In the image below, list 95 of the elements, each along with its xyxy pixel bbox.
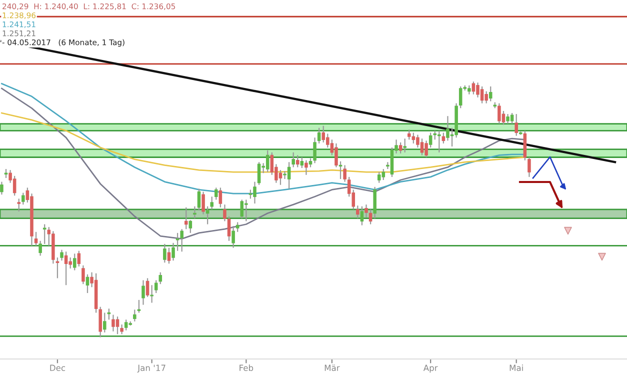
candlestick xyxy=(214,187,218,200)
candlestick xyxy=(382,168,386,181)
candlestick xyxy=(390,146,394,178)
candlestick xyxy=(292,152,295,168)
candlestick xyxy=(158,272,162,285)
candlestick xyxy=(514,113,518,136)
candlestick xyxy=(240,199,244,219)
candlestick xyxy=(210,196,214,210)
candlestick xyxy=(154,280,158,294)
candlestick xyxy=(458,86,462,109)
candlestick xyxy=(22,192,25,206)
candlestick xyxy=(488,86,492,102)
candlestick xyxy=(472,81,476,95)
candlestick xyxy=(223,204,226,222)
candlestick xyxy=(34,231,38,246)
candlestick xyxy=(304,160,308,176)
candlestick xyxy=(523,130,527,161)
candlestick xyxy=(64,251,68,286)
candlestick xyxy=(38,240,42,256)
candlestick xyxy=(424,140,428,158)
candlestick xyxy=(506,113,510,124)
candlestick xyxy=(360,206,364,226)
candlestick xyxy=(124,319,128,331)
candlestick xyxy=(56,256,60,279)
candlestick xyxy=(484,90,488,104)
candlestick xyxy=(398,142,402,154)
x-tick-label: Mär xyxy=(324,364,340,372)
candlestick xyxy=(163,243,166,264)
candlestick xyxy=(408,129,411,140)
candlestick xyxy=(116,316,120,335)
candlestick xyxy=(150,284,154,304)
candlestick xyxy=(313,137,316,164)
candlestick xyxy=(257,162,261,186)
candlestick xyxy=(72,253,76,271)
candlestick xyxy=(403,138,406,153)
candlestick xyxy=(133,309,136,322)
x-tick-label: Feb xyxy=(240,364,254,372)
candlestick xyxy=(184,206,188,230)
candlestick xyxy=(197,188,201,211)
candlestick xyxy=(146,278,150,298)
candlestick xyxy=(300,156,304,169)
candlestick xyxy=(172,242,175,262)
candlestick xyxy=(412,132,416,144)
candlestick xyxy=(206,206,210,225)
candlestick xyxy=(498,102,501,124)
candlestick xyxy=(232,225,235,248)
candlestick xyxy=(42,224,46,244)
candlestick xyxy=(364,204,368,218)
candlestick xyxy=(420,138,424,156)
candlestick xyxy=(373,186,376,219)
candlestick xyxy=(296,154,300,168)
candlestick xyxy=(368,208,372,225)
candlestick xyxy=(480,86,484,104)
candlestick xyxy=(98,306,102,338)
x-tick-label: Dec xyxy=(50,364,66,372)
candlestick xyxy=(218,187,222,208)
candlestick xyxy=(0,181,4,196)
x-tick-label: Apr xyxy=(423,364,438,373)
candlestick xyxy=(377,172,381,184)
candlestick xyxy=(343,164,346,182)
candlestick xyxy=(142,280,145,306)
candlestick xyxy=(236,222,240,232)
candlestick xyxy=(82,264,85,285)
candlestick xyxy=(120,324,124,335)
candlestick xyxy=(180,228,184,252)
candlestick xyxy=(167,247,171,264)
candlestick xyxy=(68,256,72,270)
candlestick xyxy=(266,150,270,173)
candlestick xyxy=(112,314,115,332)
candlestick xyxy=(287,162,291,190)
candlestick xyxy=(12,175,16,196)
candlestick xyxy=(193,206,196,219)
x-tick-label: Mai xyxy=(510,364,523,372)
candlestick xyxy=(202,191,205,215)
candlestick xyxy=(103,312,106,333)
x-tick-label: Jan '17 xyxy=(137,364,166,373)
candlestick xyxy=(77,250,81,267)
candlestick xyxy=(334,142,338,168)
candlestick xyxy=(60,249,64,262)
candlestick xyxy=(86,274,90,294)
candlestick xyxy=(510,112,514,124)
candlestick xyxy=(317,127,321,144)
candlestick xyxy=(188,220,192,234)
candlestick xyxy=(356,205,360,219)
candlestick xyxy=(428,132,432,148)
candlestick xyxy=(502,110,506,126)
candlestick xyxy=(227,216,231,242)
candlestick xyxy=(442,132,446,144)
candlestick xyxy=(253,181,256,204)
candlestick xyxy=(416,134,420,148)
candlestick xyxy=(446,116,450,142)
candlestick xyxy=(476,82,480,98)
candlestick xyxy=(278,169,282,186)
candlestick xyxy=(17,198,21,212)
candlestick xyxy=(528,156,531,178)
